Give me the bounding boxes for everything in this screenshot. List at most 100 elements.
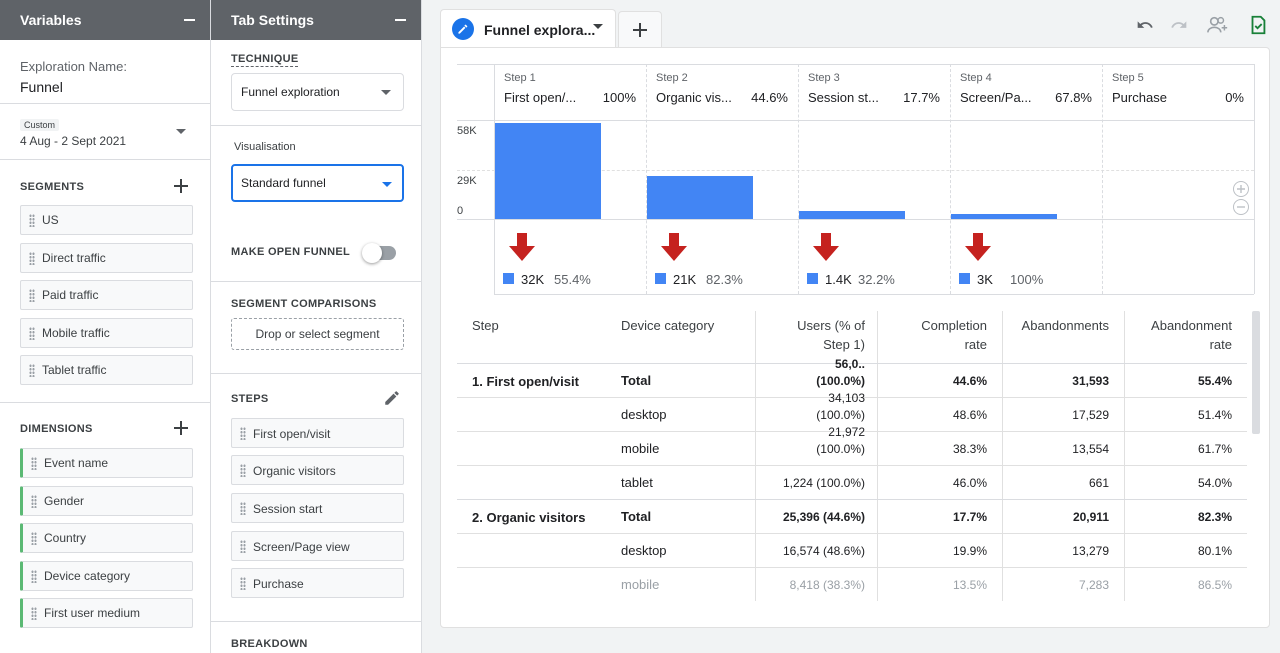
edit-tab-icon[interactable]: [452, 18, 474, 40]
header-completion-rate[interactable]: Completion rate: [921, 318, 987, 352]
step-chip[interactable]: First open/visit: [231, 418, 404, 448]
column-divider: [1002, 311, 1003, 601]
drag-handle-icon[interactable]: [31, 457, 37, 470]
users-pct-cell: 8,418 (38.3%): [789, 578, 865, 592]
funnel-bar[interactable]: [647, 176, 753, 219]
table-scrollbar[interactable]: [1252, 311, 1260, 434]
step-chip[interactable]: Session start: [231, 493, 404, 523]
column-divider: [1254, 64, 1255, 294]
breakdown-label: BREAKDOWN: [231, 638, 308, 650]
device-cell: mobile: [621, 577, 660, 592]
header-abandonment-rate[interactable]: Abandonment rate: [1151, 318, 1232, 352]
date-badge: Custom: [20, 119, 60, 131]
segment-chip[interactable]: Tablet traffic: [20, 355, 193, 385]
y-tick-label: 58K: [457, 125, 477, 137]
segment-chip[interactable]: Paid traffic: [20, 280, 193, 310]
chart-baseline: [457, 219, 1254, 220]
segment-label: Direct traffic: [42, 251, 106, 265]
drag-handle-icon[interactable]: [29, 289, 35, 302]
tab-funnel-exploration[interactable]: Funnel explora...: [440, 9, 616, 47]
drag-handle-icon[interactable]: [240, 427, 246, 440]
edit-steps-icon[interactable]: [383, 389, 401, 407]
header-device-category[interactable]: Device category: [621, 318, 715, 333]
y-tick-label: 0: [457, 205, 464, 217]
users-count-cell: 34,103: [828, 391, 865, 405]
row-divider: [457, 533, 1247, 534]
drag-handle-icon[interactable]: [29, 252, 35, 265]
funnel-visualisation: 58K 29K 0 Step 1 First open/... 100% 32K 55.…: [440, 47, 1270, 628]
completion-cell: 44.6%: [952, 374, 987, 388]
step-chip[interactable]: Screen/Page view: [231, 531, 404, 561]
column-divider: [494, 64, 495, 294]
drag-handle-icon[interactable]: [29, 364, 35, 377]
dimension-chip[interactable]: Device category: [20, 561, 193, 591]
open-funnel-toggle[interactable]: [362, 243, 396, 263]
pencil-icon: [458, 24, 468, 34]
step-number: Step 5: [1112, 72, 1144, 84]
date-range-picker[interactable]: Custom 4 Aug - 2 Sept 2021: [0, 104, 210, 160]
tab-menu-icon[interactable]: [593, 24, 603, 29]
redo-icon[interactable]: [1168, 14, 1190, 36]
segment-chip[interactable]: US: [20, 205, 193, 235]
drag-handle-icon[interactable]: [240, 464, 246, 477]
step-chip[interactable]: Organic visitors: [231, 455, 404, 485]
plus-icon: [633, 23, 647, 37]
collapse-tab-settings-icon[interactable]: [395, 19, 406, 21]
chevron-down-icon[interactable]: [176, 129, 186, 134]
step-name: First open/...: [504, 90, 577, 105]
abandonments-cell: 20,911: [1072, 510, 1109, 524]
funnel-bar[interactable]: [799, 211, 905, 219]
step-name: Organic vis...: [656, 90, 732, 105]
step-completion-pct: 0%: [1225, 90, 1244, 105]
add-tab-button[interactable]: [618, 11, 662, 47]
collapse-variables-icon[interactable]: [184, 19, 195, 21]
funnel-bar[interactable]: [495, 123, 601, 219]
users-pct-cell: 1,224 (100.0%): [782, 476, 865, 490]
exploration-name-section[interactable]: Exploration Name: Funnel: [0, 40, 210, 104]
drag-handle-icon[interactable]: [29, 214, 35, 227]
add-segment-icon[interactable]: [174, 179, 188, 193]
step-chip[interactable]: Purchase: [231, 568, 404, 598]
users-count-cell: 21,972: [828, 425, 865, 439]
completion-cell: 38.3%: [952, 442, 987, 456]
dimension-chip[interactable]: First user medium: [20, 598, 193, 628]
drag-handle-icon[interactable]: [29, 327, 35, 340]
visualisation-select[interactable]: Standard funnel: [231, 164, 404, 202]
row-divider: [457, 363, 1247, 364]
segment-drop-zone[interactable]: Drop or select segment: [231, 318, 404, 350]
step-label: Screen/Page view: [253, 540, 350, 554]
header-users[interactable]: Users (% of Step 1): [797, 318, 865, 352]
zoom-out-icon[interactable]: [1233, 199, 1249, 215]
dimension-chip[interactable]: Country: [20, 523, 193, 553]
users-pct-cell: (100.0%): [816, 374, 865, 388]
completion-cell: 17.7%: [952, 510, 987, 524]
dimension-chip[interactable]: Event name: [20, 448, 193, 478]
segment-chip[interactable]: Direct traffic: [20, 243, 193, 273]
drag-handle-icon[interactable]: [240, 502, 246, 515]
drag-handle-icon[interactable]: [31, 570, 37, 583]
chevron-down-icon: [382, 182, 392, 187]
add-dimension-icon[interactable]: [174, 421, 188, 435]
save-check-icon[interactable]: [1247, 14, 1269, 36]
funnel-bar[interactable]: [951, 214, 1057, 219]
abandonment-rate-cell: 82.3%: [1197, 510, 1232, 524]
step-completion-pct: 44.6%: [751, 90, 788, 105]
drag-handle-icon[interactable]: [31, 607, 37, 620]
share-users-icon[interactable]: [1205, 14, 1231, 36]
header-step[interactable]: Step: [472, 318, 499, 333]
undo-icon[interactable]: [1134, 14, 1156, 36]
header-abandonments[interactable]: Abandonments: [1021, 318, 1109, 333]
drag-handle-icon[interactable]: [240, 577, 246, 590]
exploration-name-label: Exploration Name:: [20, 59, 127, 74]
drag-handle-icon[interactable]: [31, 532, 37, 545]
dimension-chip[interactable]: Gender: [20, 486, 193, 516]
row-divider: [457, 499, 1247, 500]
abandonment-rate: 100%: [1010, 272, 1044, 287]
tab-settings-header: Tab Settings: [211, 0, 421, 40]
technique-select[interactable]: Funnel exploration: [231, 73, 404, 111]
drag-handle-icon[interactable]: [240, 540, 246, 553]
drag-handle-icon[interactable]: [31, 495, 37, 508]
zoom-in-icon[interactable]: [1233, 181, 1249, 197]
segment-chip[interactable]: Mobile traffic: [20, 318, 193, 348]
exploration-name-value[interactable]: Funnel: [20, 79, 63, 95]
